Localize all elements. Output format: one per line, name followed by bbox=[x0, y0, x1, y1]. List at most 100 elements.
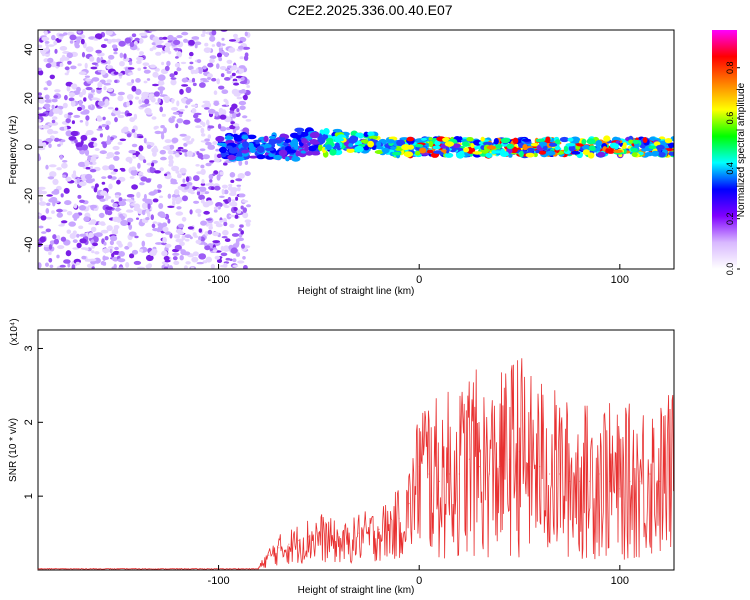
spectrogram-cell bbox=[64, 200, 72, 206]
colorbar-label: Normalized spectral amplitude bbox=[736, 82, 747, 217]
spectrogram-cell bbox=[178, 109, 185, 112]
spectrogram-cell bbox=[233, 33, 238, 38]
spectrogram-cell bbox=[126, 67, 135, 70]
spectrogram-cell bbox=[658, 152, 666, 158]
spectrogram-cell bbox=[80, 111, 89, 115]
spectrogram-cell bbox=[525, 152, 535, 158]
spectrogram-cell bbox=[155, 242, 163, 245]
spectrogram-cell bbox=[63, 187, 70, 194]
spectrogram-cell bbox=[179, 133, 187, 137]
spectrogram-cell bbox=[48, 244, 53, 250]
spectrogram-cell bbox=[46, 202, 51, 206]
spectrogram-cell bbox=[226, 59, 233, 64]
spectrogram-cell bbox=[229, 110, 235, 114]
spectrogram-cell bbox=[73, 203, 78, 209]
spectrogram-cell bbox=[105, 156, 111, 159]
spectrogram-cell bbox=[145, 209, 150, 214]
spectrogram-cell bbox=[207, 125, 215, 129]
spectrogram-cell bbox=[156, 44, 164, 48]
spectrogram-cell bbox=[200, 168, 206, 175]
spectrogram-cell bbox=[76, 233, 80, 238]
spectrogram-cell bbox=[186, 150, 193, 157]
spectrogram-cell bbox=[160, 213, 166, 218]
spectrogram-cell bbox=[229, 214, 236, 218]
spectrogram-cell bbox=[202, 80, 210, 83]
spectrogram-cell bbox=[113, 168, 118, 173]
spectrogram-cell bbox=[92, 242, 98, 247]
spectrogram-cell bbox=[152, 71, 159, 78]
spectrogram-cell bbox=[223, 98, 228, 103]
spectrogram-cell bbox=[233, 37, 241, 43]
spectrogram-cell bbox=[193, 200, 200, 204]
spectrogram-cell bbox=[238, 67, 244, 74]
spectrogram-cell bbox=[106, 152, 115, 158]
spectrogram-cell bbox=[127, 72, 134, 76]
spectrogram-cell bbox=[248, 155, 258, 159]
spectrogram-cell bbox=[242, 255, 246, 260]
spectrogram-cell bbox=[93, 235, 98, 243]
spectrogram-cell bbox=[332, 128, 343, 133]
spectrogram-cell bbox=[191, 104, 198, 108]
spectrogram-cell bbox=[188, 56, 192, 60]
spectrogram-cell bbox=[401, 144, 411, 151]
snr-point bbox=[669, 473, 671, 475]
spectrogram-cell bbox=[241, 149, 249, 154]
spectrogram-cell bbox=[86, 263, 93, 268]
spectrogram-cell bbox=[428, 140, 434, 148]
spectrogram-cell bbox=[234, 214, 239, 219]
spectrogram-cell bbox=[609, 142, 619, 149]
spectrogram-cell bbox=[44, 30, 48, 36]
spectrogram-cell bbox=[185, 176, 190, 183]
spectrogram-cell bbox=[263, 135, 269, 143]
spectrogram-cell bbox=[456, 151, 465, 159]
spectrogram-cell bbox=[203, 47, 212, 53]
spectrogram-cell bbox=[114, 107, 119, 111]
spectrogram-cell bbox=[193, 113, 199, 119]
spectrogram-cell bbox=[181, 149, 188, 153]
spectrogram-cell bbox=[174, 152, 180, 158]
spectrogram-cell bbox=[59, 62, 64, 67]
colorbar-tick-label: 0.6 bbox=[725, 112, 735, 125]
spectrogram-cell bbox=[213, 90, 218, 95]
spectrogram-cell bbox=[52, 130, 59, 134]
spectrogram-cell bbox=[172, 256, 178, 261]
spectrogram-cell bbox=[126, 133, 132, 138]
spectrogram-cell bbox=[140, 104, 148, 108]
spectrogram-cell bbox=[164, 46, 171, 53]
spectrogram-cell bbox=[338, 138, 345, 142]
spectrogram-cell bbox=[357, 132, 364, 139]
spectrogram-cell bbox=[221, 188, 225, 195]
spectrogram-cell bbox=[229, 258, 233, 262]
spectrogram-cell bbox=[72, 213, 80, 220]
spectrogram-cell bbox=[214, 185, 221, 191]
spectrogram-cell bbox=[154, 125, 159, 129]
spectrogram-cell bbox=[119, 138, 127, 142]
spectrogram-cell bbox=[197, 213, 201, 217]
spectrogram-cell bbox=[128, 61, 133, 66]
spectrogram-cell bbox=[530, 142, 539, 147]
spectrogram-cell bbox=[238, 228, 242, 232]
spectrogram-cell bbox=[273, 140, 282, 144]
spectrogram-cell bbox=[77, 63, 82, 67]
spectrogram-cell bbox=[242, 141, 250, 149]
spectrogram-cell bbox=[154, 130, 162, 135]
spectrogram-cell bbox=[183, 119, 191, 125]
spectrogram-cell bbox=[126, 217, 134, 223]
snr-point bbox=[659, 480, 661, 482]
spectrogram-cell bbox=[181, 77, 188, 83]
spectrogram-cell bbox=[243, 55, 249, 61]
spectrogram-cell bbox=[200, 78, 208, 81]
spectrogram-cell bbox=[396, 139, 406, 147]
spectrogram-cell bbox=[148, 95, 153, 101]
spectrogram-cell bbox=[221, 37, 225, 41]
spectrogram-cell bbox=[67, 262, 71, 268]
spectrogram-cell bbox=[200, 183, 206, 186]
snr-ylabel: SNR (10 * v/v) bbox=[8, 418, 19, 482]
snr-point bbox=[388, 525, 390, 527]
snr-point bbox=[589, 480, 591, 482]
spectrogram-cell bbox=[75, 142, 83, 148]
spectrogram-cell bbox=[104, 98, 109, 105]
spectrogram-cell bbox=[648, 145, 658, 149]
spectrogram-cell bbox=[38, 113, 47, 117]
spectrogram-cell bbox=[194, 44, 198, 49]
